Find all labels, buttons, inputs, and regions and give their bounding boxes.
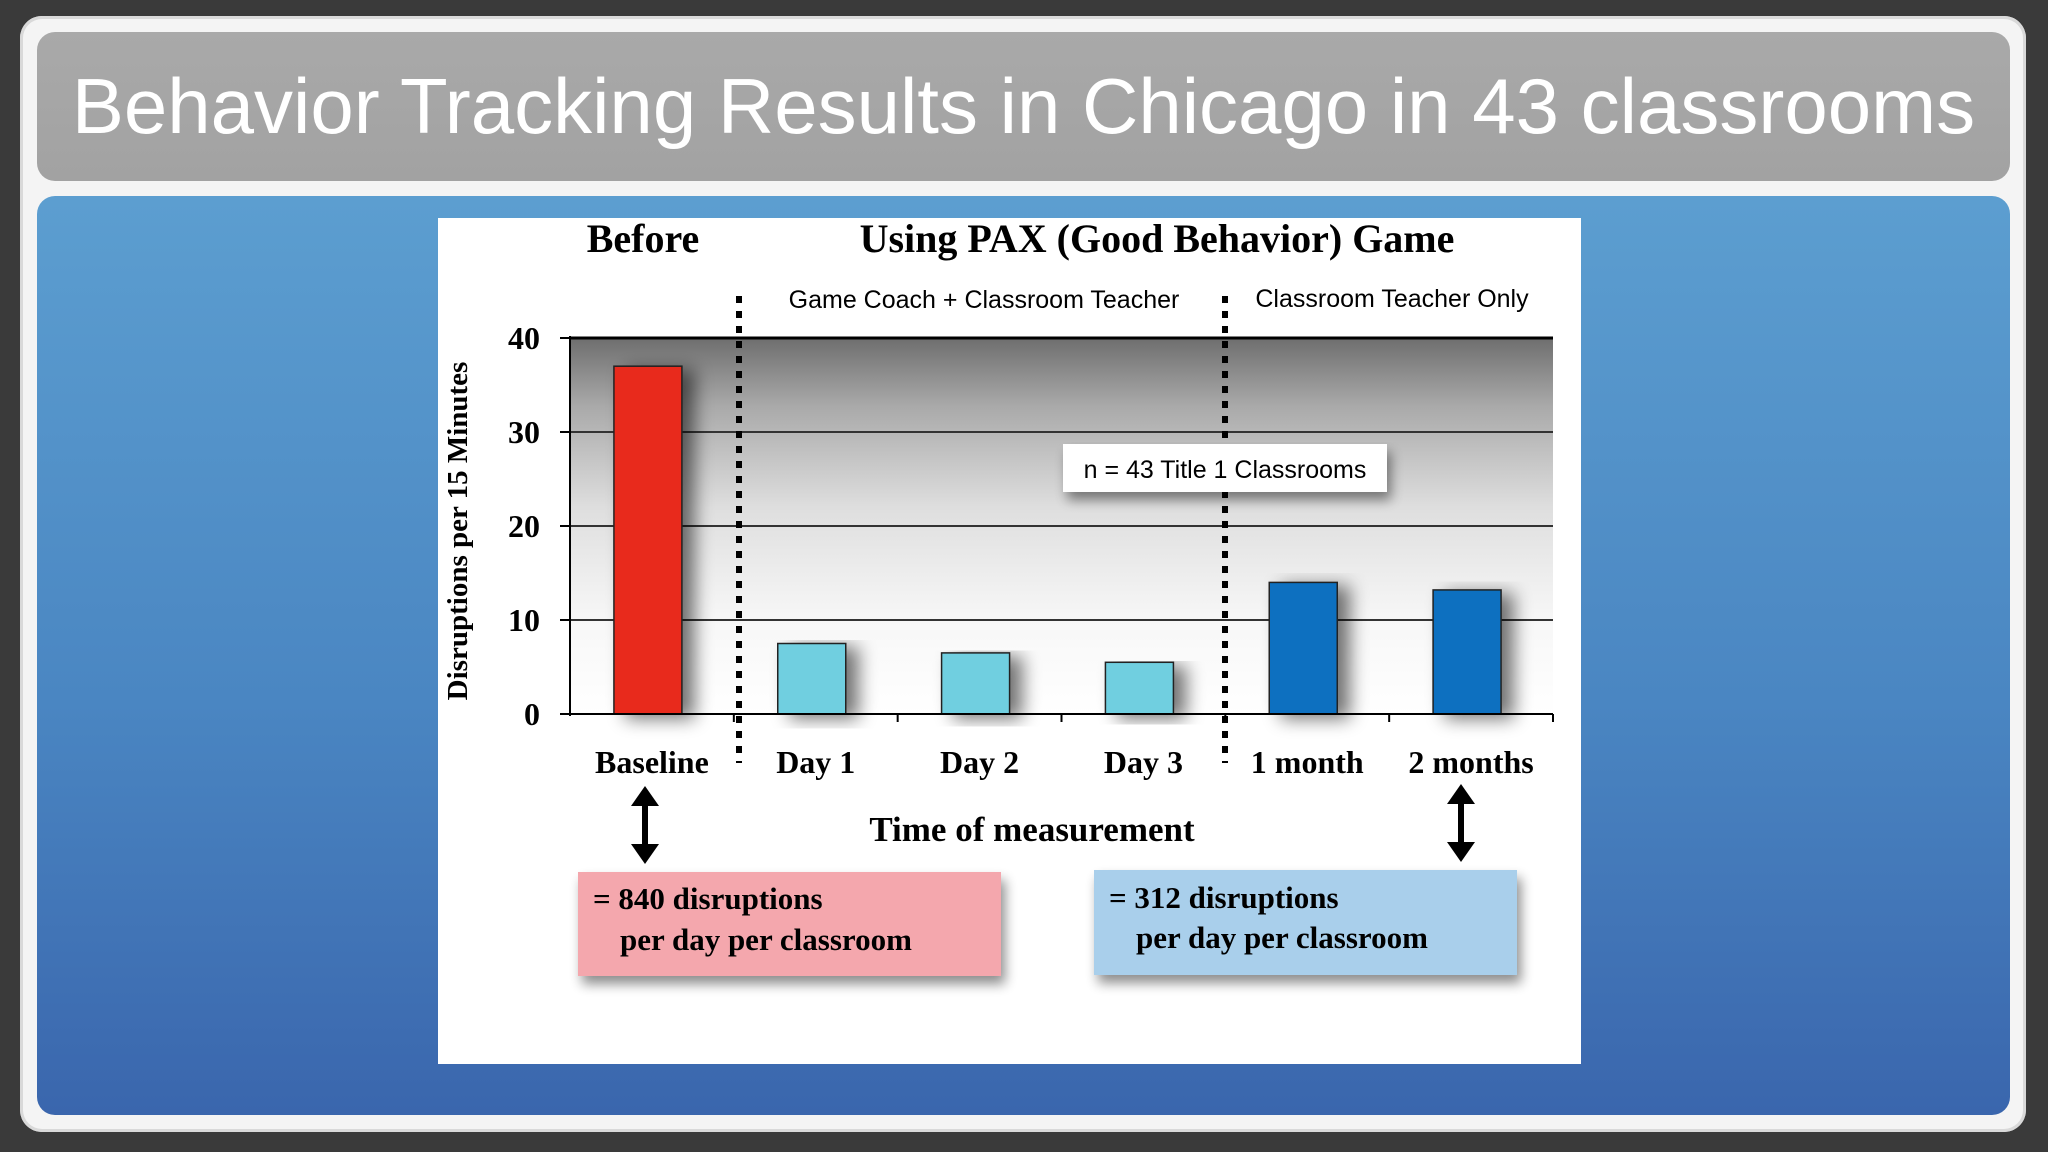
- y-tick-labels: 0 10 20 30 40: [508, 320, 570, 732]
- x-tick-label: 1 month: [1251, 744, 1364, 780]
- bar-day-3: [1104, 661, 1175, 715]
- x-tick-label: Day 1: [776, 744, 855, 780]
- x-tick-labels: Baseline Day 1 Day 2 Day 3 1 month 2 months: [595, 744, 1534, 780]
- bar-day-1: [777, 642, 847, 715]
- double-arrow-icon: [631, 786, 659, 864]
- x-tick-marks: [732, 714, 1554, 722]
- callout-followup-line1: = 312 disruptions: [1109, 880, 1339, 915]
- x-tick-label: 2 months: [1408, 744, 1533, 780]
- callout-baseline: = 840 disruptions per day per classroom: [578, 872, 1001, 976]
- x-tick-label: Baseline: [595, 744, 709, 780]
- y-tick-label: 0: [524, 696, 540, 732]
- phase-label-coach: Game Coach + Classroom Teacher: [789, 286, 1180, 314]
- slide-title: Behavior Tracking Results in Chicago in …: [71, 62, 1976, 150]
- callout-followup-line2: per day per classroom: [1136, 920, 1428, 955]
- bar-baseline: [613, 365, 683, 715]
- bars: [613, 365, 1502, 715]
- bar-1-month: [1268, 581, 1338, 715]
- gridlines: [570, 336, 1553, 621]
- header-using-pax: Using PAX (Good Behavior) Game: [860, 218, 1455, 261]
- annotation-text: n = 43 Title 1 Classrooms: [1084, 456, 1367, 484]
- y-tick-label: 10: [508, 602, 540, 638]
- y-tick-label: 20: [508, 508, 540, 544]
- callout-baseline-line2: per day per classroom: [620, 922, 912, 957]
- y-tick-label: 30: [508, 414, 540, 450]
- y-axis-title: Disruptions per 15 Minutes: [442, 362, 474, 701]
- chart-card: 0 10 20 30 40 Baseline Day 1 Day 2 Day 3 1 month…: [438, 216, 1581, 1064]
- bar-2-months: [1432, 589, 1502, 715]
- phase-label-teacher-only: Classroom Teacher Only: [1255, 285, 1529, 313]
- sample-size-annotation: n = 43 Title 1 Classrooms: [1063, 444, 1387, 492]
- x-axis-title: Time of measurement: [869, 810, 1195, 849]
- bar-day-2: [940, 652, 1011, 715]
- y-tick-label: 40: [508, 320, 540, 356]
- double-arrow-icon: [1447, 784, 1475, 862]
- x-tick-label: Day 2: [940, 744, 1019, 780]
- callout-baseline-line1: = 840 disruptions: [593, 881, 823, 916]
- header-before: Before: [587, 218, 700, 261]
- title-bar: Behavior Tracking Results in Chicago in …: [37, 32, 2010, 181]
- callout-followup: = 312 disruptions per day per classroom: [1094, 870, 1517, 975]
- x-tick-label: Day 3: [1104, 744, 1183, 780]
- bar-chart: 0 10 20 30 40 Baseline Day 1 Day 2 Day 3 1 month…: [442, 216, 1554, 976]
